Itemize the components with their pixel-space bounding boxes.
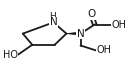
Text: H: H	[50, 12, 56, 21]
Text: N: N	[50, 17, 57, 27]
Polygon shape	[66, 32, 81, 35]
Text: OH: OH	[112, 20, 127, 29]
Text: HO: HO	[3, 50, 18, 60]
Text: OH: OH	[97, 45, 111, 55]
Text: N: N	[77, 29, 84, 39]
Text: O: O	[87, 9, 95, 19]
